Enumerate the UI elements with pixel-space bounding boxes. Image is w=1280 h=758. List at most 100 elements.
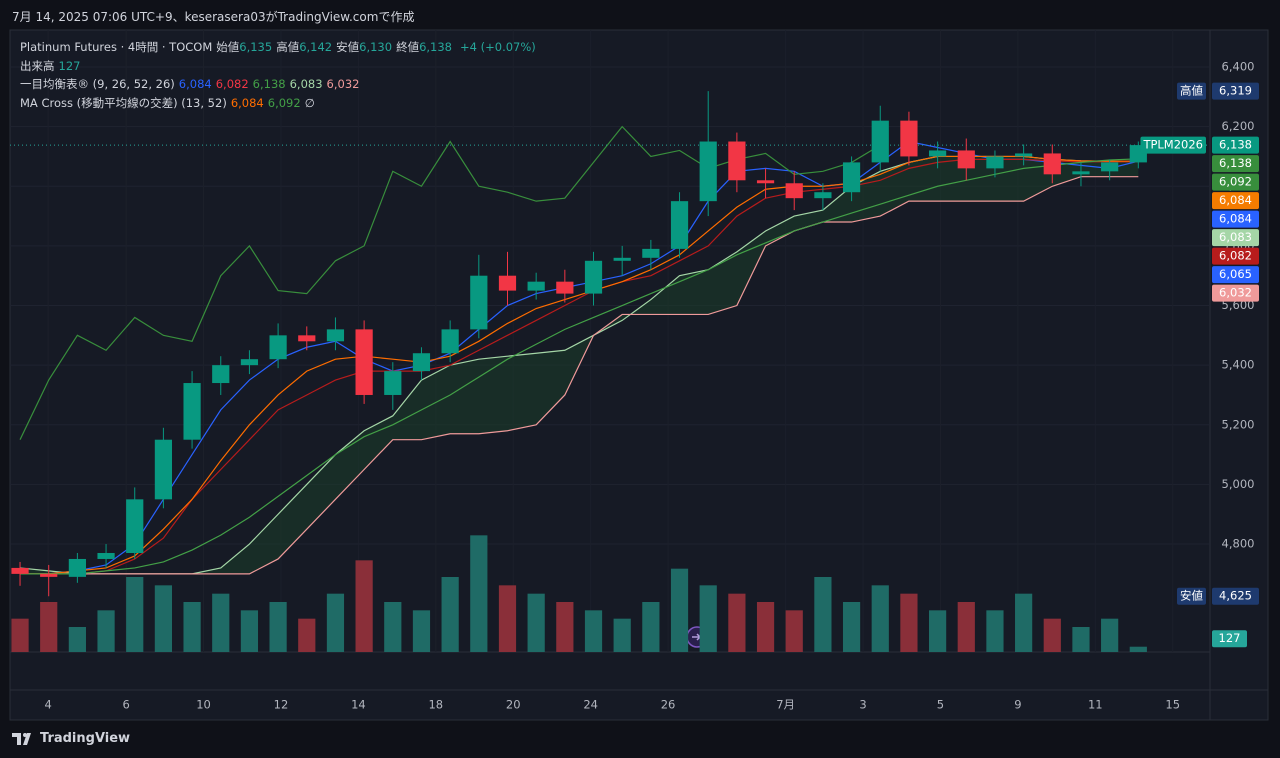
volume-bar — [584, 610, 603, 652]
candle-body — [785, 183, 803, 199]
candle-body — [871, 120, 889, 163]
volume-tag: 出来高 — [20, 58, 55, 73]
price-label: 6,065 — [1219, 267, 1252, 281]
volume-bar — [298, 618, 316, 652]
volume-bar — [40, 602, 58, 652]
volume-bar — [957, 602, 975, 652]
ichimoku-value: 6,084 — [178, 77, 212, 91]
volume-bar — [68, 627, 86, 652]
candle-body — [900, 120, 918, 157]
price-label: 6,138 — [1219, 156, 1252, 170]
x-tick-label: 10 — [196, 698, 211, 712]
candle-body — [1072, 171, 1090, 175]
volume-bar — [928, 610, 947, 652]
y-tick-label: 6,200 — [1222, 119, 1255, 133]
candle-body — [957, 150, 975, 169]
candle-body — [269, 335, 287, 360]
volume-bar — [900, 593, 918, 652]
volume-value: 127 — [58, 58, 81, 73]
indicator-line — [20, 155, 1139, 575]
price-label-tag: TPLM2026 — [1142, 138, 1203, 152]
ichimoku-label: 一目均衡表® (9, 26, 52, 26) — [20, 77, 175, 91]
y-tick-label: 5,000 — [1222, 477, 1255, 491]
x-tick-label: 11 — [1088, 698, 1103, 712]
volume-bar — [556, 602, 574, 652]
y-tick-label: 5,200 — [1222, 417, 1255, 431]
candle-body — [68, 558, 86, 577]
candle-body — [412, 353, 431, 372]
ohlc-tag: 安値 — [336, 40, 360, 54]
x-tick-label: 9 — [1014, 698, 1021, 712]
volume-bar — [613, 618, 631, 652]
candle-body — [498, 275, 517, 291]
indicator-line — [20, 158, 1139, 575]
price-label-bg — [1212, 173, 1259, 191]
x-tick-label: 24 — [583, 698, 598, 712]
candle-body — [183, 383, 201, 440]
candle-body — [928, 150, 947, 157]
x-tick-label: 6 — [122, 698, 129, 712]
volume-bar — [384, 602, 402, 652]
candle-body — [298, 335, 316, 342]
candle-body — [240, 359, 259, 366]
ohlc-tag: 終値 — [396, 40, 420, 54]
candle-body — [699, 141, 717, 202]
legend-row: Platinum Futures · 4時間 · TOCOM 始値6,135 高値6… — [20, 38, 540, 57]
candle-body — [326, 329, 345, 342]
candle-body — [584, 260, 603, 294]
volume-bar — [326, 593, 345, 652]
volume-bar — [527, 593, 545, 652]
ohlc-value: 6,138 — [419, 40, 453, 54]
volume-bar — [728, 593, 746, 652]
price-label-bg — [1212, 155, 1259, 173]
volume-bar — [412, 610, 431, 652]
price-label: 127 — [1219, 631, 1241, 645]
volume-bar — [11, 618, 29, 652]
volume-bar — [470, 535, 488, 652]
volume-bar — [154, 585, 173, 652]
ohlc: 始値6,135 高値6,142 安値6,130 終値6,138 — [216, 40, 456, 54]
candle-body — [384, 371, 402, 395]
volume-bar — [498, 585, 517, 652]
volume-bar — [785, 610, 803, 652]
price-label-bg — [1212, 192, 1259, 210]
candle-body — [11, 567, 29, 574]
price-label: 6,032 — [1219, 286, 1252, 300]
volume-bar — [1072, 627, 1090, 652]
candle-body — [670, 201, 689, 249]
candle-body — [1043, 153, 1061, 175]
price-label-bg — [1212, 630, 1247, 648]
candle-body — [154, 439, 173, 500]
ma-symbol: ∅ — [304, 95, 315, 110]
price-label-tag: 高値 — [1180, 84, 1203, 98]
x-tick-label: 4 — [44, 698, 51, 712]
volume-bar — [842, 602, 861, 652]
volume-bar — [1129, 646, 1147, 652]
candle-body — [756, 180, 775, 184]
volume-bar — [670, 568, 689, 652]
footer: TradingView — [12, 731, 130, 746]
y-tick-label: 4,800 — [1222, 537, 1255, 551]
x-tick-label: 7月 — [776, 698, 795, 712]
ohlc-value: 6,130 — [359, 40, 393, 54]
volume-bar — [355, 560, 373, 652]
candle-body — [126, 499, 144, 554]
volume-bar — [126, 577, 144, 652]
legend: Platinum Futures · 4時間 · TOCOM 始値6,135 高値6… — [20, 38, 540, 112]
price-label: 6,084 — [1219, 193, 1252, 207]
volume-bar — [1015, 593, 1033, 652]
volume-bar — [269, 602, 287, 652]
x-tick-label: 20 — [506, 698, 521, 712]
price-label: 6,138 — [1219, 138, 1252, 152]
volume-bar — [183, 602, 201, 652]
x-tick-label: 14 — [351, 698, 366, 712]
change: +4 (+0.07%) — [460, 40, 536, 54]
price-label-bg — [1212, 136, 1259, 154]
candle-body — [986, 156, 1004, 169]
price-label: 6,319 — [1219, 84, 1252, 98]
price-label-tag-bg — [1177, 82, 1206, 100]
candle-body — [642, 248, 660, 258]
x-tick-label: 12 — [274, 698, 289, 712]
ma-value: 6,084 — [230, 95, 264, 110]
